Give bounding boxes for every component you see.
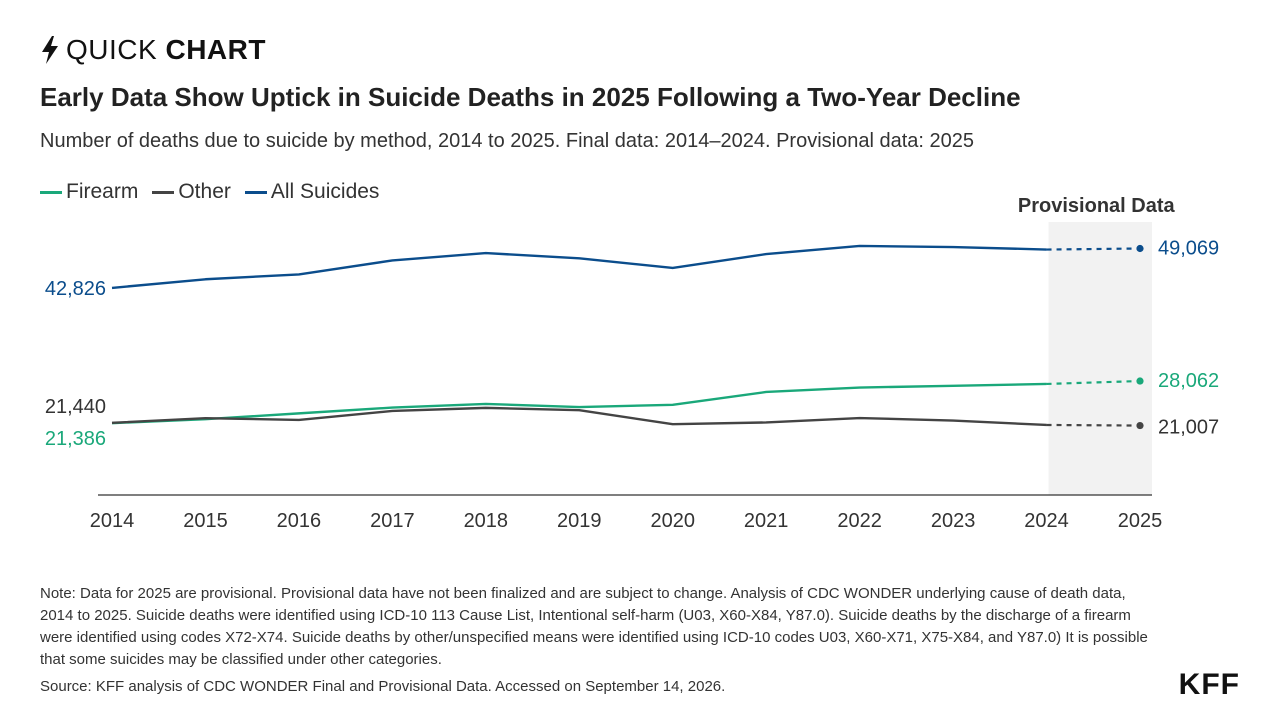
chart-subtitle: Number of deaths due to suicide by metho… <box>40 130 974 152</box>
provisional-band <box>1048 222 1152 495</box>
series-line-firearm <box>111 382 1047 425</box>
legend-item-all-suicides[interactable]: All Suicides <box>244 180 380 204</box>
x-tick-label: 2022 <box>837 510 882 532</box>
x-tick-label: 2018 <box>464 510 509 532</box>
x-tick-label: 2021 <box>744 510 789 532</box>
legend-label-other: Other <box>178 180 231 203</box>
lightning-bolt-icon <box>42 36 58 64</box>
quick-chart-brand: QUICK CHART <box>40 34 266 66</box>
data-label-first-firearm: 21,386 <box>45 428 106 450</box>
kff-logo: KFF <box>1178 668 1240 701</box>
data-point-all-suicides <box>1136 244 1144 253</box>
x-tick-label: 2020 <box>650 510 695 532</box>
legend-item-other[interactable]: Other <box>152 180 231 204</box>
x-tick-label: 2014 <box>90 510 135 532</box>
series-line-other <box>111 406 1047 427</box>
x-tick-label: 2023 <box>931 510 976 532</box>
x-tick-label: 2025 <box>1118 510 1163 532</box>
data-label-first-other: 21,440 <box>45 396 106 418</box>
data-label-last-other: 21,007 <box>1158 417 1219 439</box>
data-label-last-all-suicides: 49,069 <box>1158 237 1219 259</box>
chart-legend: Firearm Other All Suicides <box>40 180 379 204</box>
chart-source: Source: KFF analysis of CDC WONDER Final… <box>40 678 726 695</box>
x-tick-label: 2024 <box>1024 510 1069 532</box>
legend-label-all-suicides: All Suicides <box>270 180 380 203</box>
legend-swatch-all-suicides <box>244 190 267 194</box>
x-tick-label: 2015 <box>183 510 228 532</box>
line-chart: Provisional Data 2014 2015 2016 2017 2018 2019… <box>45 195 1219 532</box>
chart-note: Note: Data for 2025 are provisional. Pro… <box>40 585 1148 668</box>
x-tick-label: 2019 <box>557 510 602 532</box>
data-label-first-all-suicides: 42,826 <box>45 278 106 300</box>
x-tick-label: 2017 <box>370 510 415 532</box>
legend-swatch-other <box>152 190 175 194</box>
series-line-all-suicides <box>111 244 1047 290</box>
x-tick-label: 2016 <box>277 510 322 532</box>
provisional-band-label: Provisional Data <box>1018 195 1176 217</box>
brand-label: QUICK CHART <box>66 34 266 65</box>
data-point-firearm <box>1136 377 1144 385</box>
data-label-last-firearm: 28,062 <box>1158 370 1219 392</box>
legend-swatch-firearm <box>40 190 62 194</box>
legend-item-firearm[interactable]: Firearm <box>40 180 138 204</box>
chart-title: Early Data Show Uptick in Suicide Deaths… <box>40 82 1021 112</box>
legend-label-firearm: Firearm <box>66 180 139 203</box>
data-point-other <box>1136 421 1144 430</box>
